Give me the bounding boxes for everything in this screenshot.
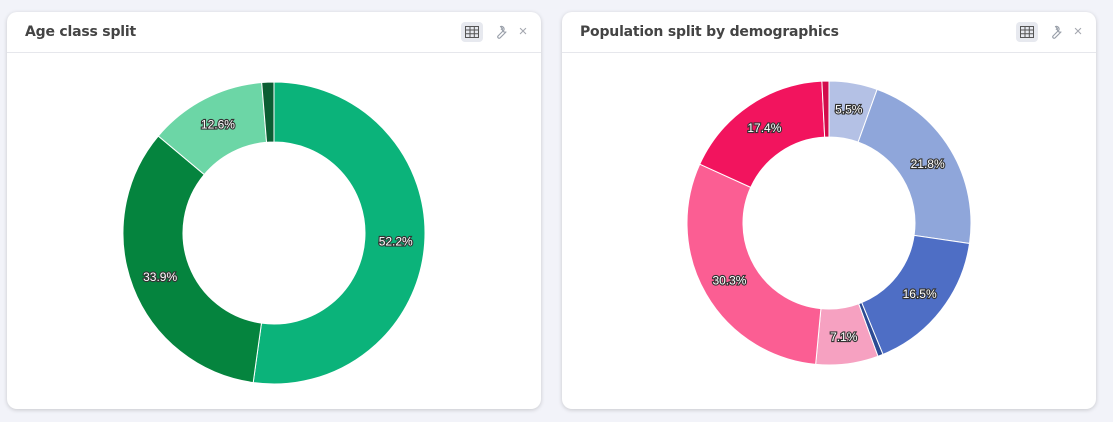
card-title: Age class split	[25, 24, 136, 40]
wrench-icon	[1051, 25, 1062, 39]
slice-senior[interactable]	[261, 81, 275, 143]
close-button[interactable]: ×	[517, 23, 529, 40]
settings-button[interactable]	[1046, 23, 1064, 41]
data-label-child-female: 7.1%	[830, 330, 858, 344]
close-icon: ×	[1073, 23, 1083, 40]
data-label-young-adult-male: 21.8%	[911, 157, 945, 171]
card-header: Age class split ×	[7, 12, 541, 53]
table-view-button[interactable]	[1016, 22, 1038, 42]
data-label-child: 12.6%	[201, 118, 235, 132]
slice-adult[interactable]	[122, 135, 263, 384]
data-label-child-male: 5.5%	[835, 103, 863, 117]
table-icon	[1020, 26, 1034, 38]
demographics-donut-chart: 5.5% 21.8% 16.5% 7.1% 30.3% 17.4%	[686, 80, 972, 366]
slice-senior-female[interactable]	[821, 80, 830, 138]
close-icon: ×	[518, 23, 528, 40]
card-toolbar: ×	[461, 22, 529, 42]
table-view-button[interactable]	[461, 22, 483, 42]
card-toolbar: ×	[1016, 22, 1084, 42]
slice-young-adult[interactable]	[252, 81, 426, 385]
data-label-adult-male: 16.5%	[903, 287, 937, 301]
close-button[interactable]: ×	[1072, 23, 1084, 40]
table-icon	[465, 26, 479, 38]
demographics-card: Population split by demographics × 5.5% 2…	[562, 12, 1096, 409]
wrench-icon	[496, 25, 507, 39]
data-label-young-adult-female: 30.3%	[712, 274, 746, 288]
settings-button[interactable]	[491, 23, 509, 41]
card-header: Population split by demographics ×	[562, 12, 1096, 53]
slice-young-adult-female[interactable]	[686, 163, 822, 365]
age-class-card: Age class split × 52.2%33.9%12.6% Young …	[7, 12, 541, 409]
data-label-adult-female: 17.4%	[747, 121, 781, 135]
data-label-young-adult: 52.2%	[379, 234, 413, 248]
age-class-donut-chart: 52.2% 33.9% 12.6%	[122, 81, 426, 385]
card-title: Population split by demographics	[580, 24, 839, 40]
data-label-adult: 33.9%	[143, 270, 177, 284]
